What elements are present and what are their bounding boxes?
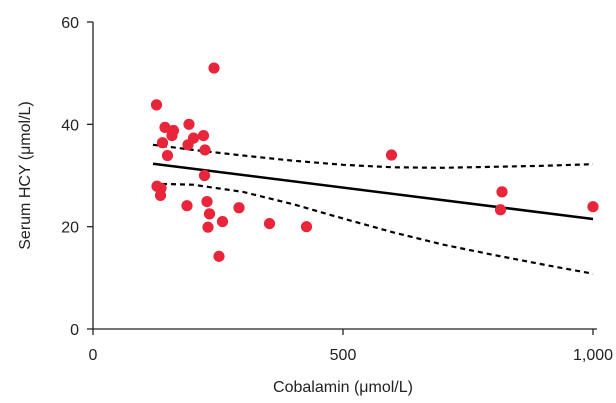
y-tick-label: 60 bbox=[61, 15, 79, 32]
y-tick-label: 40 bbox=[61, 117, 79, 134]
x-tick-label: 0 bbox=[89, 347, 98, 364]
data-point bbox=[150, 99, 163, 111]
ci-lower-line bbox=[152, 182, 594, 275]
data-points bbox=[150, 62, 599, 262]
regression-line-group bbox=[152, 162, 594, 221]
data-point bbox=[203, 208, 216, 220]
axis-ticks: 0 500 1,000 0 20 40 60 bbox=[61, 15, 613, 364]
data-point bbox=[183, 118, 195, 130]
data-point bbox=[300, 221, 313, 233]
confidence-band bbox=[152, 143, 594, 275]
data-point bbox=[159, 121, 171, 134]
x-tick-label: 500 bbox=[330, 347, 357, 364]
data-point bbox=[154, 189, 167, 202]
data-point bbox=[198, 169, 211, 182]
x-tick-label: 1,000 bbox=[573, 347, 613, 364]
data-point bbox=[494, 204, 507, 216]
y-axis-label: Serum HCY (μmol/L) bbox=[17, 101, 34, 250]
x-axis-label: Cobalamin (μmol/L) bbox=[273, 379, 413, 396]
data-point bbox=[201, 195, 213, 208]
data-point bbox=[496, 186, 508, 198]
data-point bbox=[156, 137, 169, 149]
data-point bbox=[181, 200, 193, 212]
regression-line bbox=[152, 162, 594, 221]
data-point bbox=[263, 217, 276, 230]
data-point bbox=[233, 202, 245, 214]
data-point bbox=[385, 149, 398, 161]
data-point bbox=[166, 129, 178, 142]
data-point bbox=[199, 144, 211, 156]
data-point bbox=[216, 215, 229, 228]
data-point bbox=[213, 250, 225, 262]
ci-upper-line bbox=[152, 143, 594, 169]
data-point bbox=[587, 201, 599, 213]
axes bbox=[92, 22, 597, 330]
data-point bbox=[182, 139, 194, 151]
data-point bbox=[208, 62, 220, 74]
data-point bbox=[202, 221, 214, 233]
y-tick-label: 20 bbox=[61, 220, 79, 237]
data-point bbox=[161, 149, 174, 162]
data-point bbox=[197, 129, 210, 142]
y-tick-label: 0 bbox=[70, 322, 79, 339]
